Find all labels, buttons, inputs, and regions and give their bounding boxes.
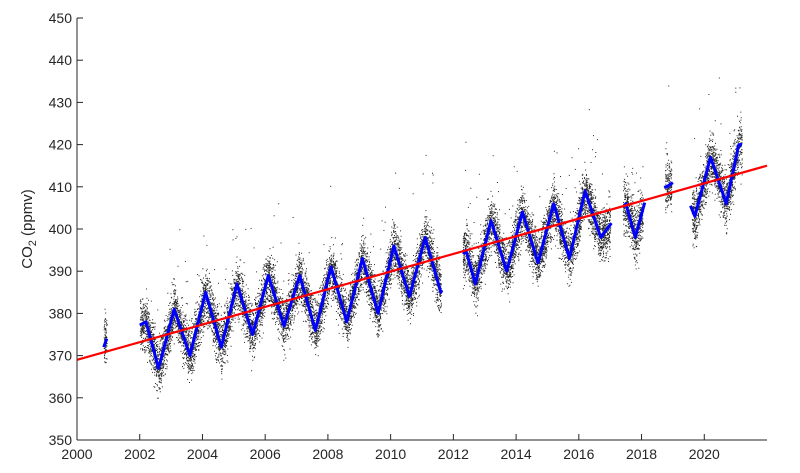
y-axis-label-unit: (ppmv) [19,189,36,240]
seasonal-mean-line [102,338,109,348]
seasonal-mean-line [689,143,743,218]
trend-line [76,164,768,361]
x-tick-label: 2018 [626,446,657,462]
x-tick-label: 2014 [501,446,532,462]
y-axis-label-main: CO [19,246,36,269]
y-tick-label: 440 [49,52,73,68]
y-tick-label: 450 [49,10,73,26]
y-tick-label: 350 [49,432,73,448]
plot-background [77,18,767,440]
y-tick-label: 400 [49,221,73,237]
x-tick-label: 2002 [124,446,155,462]
y-tick-label: 410 [49,179,73,195]
seasonal-mean-line [663,181,674,189]
y-axis-label-sub: 2 [27,240,39,246]
trend-line-layer [76,164,768,361]
x-tick-label: 2020 [689,446,720,462]
y-tick-label: 430 [49,94,73,110]
y-axis-label: CO2 (ppmv) [19,189,39,268]
y-tick-label: 380 [49,305,73,321]
y-tick-label: 360 [49,390,73,406]
y-tick-label: 420 [49,137,73,153]
x-tick-label: 2006 [250,446,281,462]
x-tick-label: 2008 [312,446,343,462]
seasonal-mean-line [138,235,444,370]
x-tick-label: 2012 [438,446,469,462]
seasonal-mean-line [462,189,613,286]
x-tick-label: 2016 [563,446,594,462]
observation-points [103,77,743,399]
seasonal-mean-layer [102,143,743,370]
data-points-layer [103,77,743,399]
y-tick-label: 390 [49,263,73,279]
ticks-layer: 2000 2002 2004 2006 2008 2010 2012 2014 2016 2018… [49,10,720,462]
seasonal-mean-line [622,202,647,239]
y-tick-label: 370 [49,348,73,364]
x-tick-label: 2010 [375,446,406,462]
x-tick-label: 2004 [187,446,218,462]
x-tick-label: 2000 [61,446,92,462]
